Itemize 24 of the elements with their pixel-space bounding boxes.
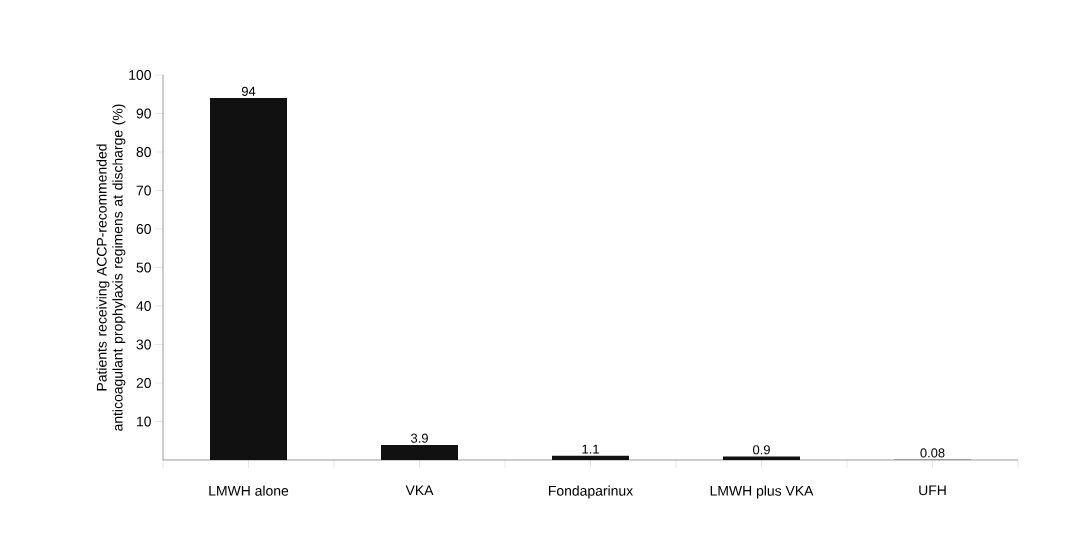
bar <box>381 444 459 460</box>
y-tick-label: 30 <box>136 339 151 350</box>
y-tick-label: 50 <box>136 262 151 273</box>
x-tick-label: Fondaparinux <box>549 485 633 499</box>
data-label: 0.08 <box>920 448 945 458</box>
bar <box>210 98 288 460</box>
y-tick-label: 60 <box>136 224 151 234</box>
data-label: 0.9 <box>753 445 770 455</box>
y-tick-label: 90 <box>136 108 151 119</box>
x-tick-label: UFH <box>919 485 946 496</box>
data-label: 94 <box>241 86 256 96</box>
data-label: 1.1 <box>582 444 599 454</box>
y-tick-label: 10 <box>137 416 151 427</box>
y-tick-label: 70 <box>136 185 151 196</box>
x-tick-label: VKA <box>405 485 434 496</box>
y-tick-label: 20 <box>136 378 151 388</box>
y-tick-label: 40 <box>136 301 151 311</box>
bar <box>552 455 630 460</box>
y-tick-label: 100 <box>129 70 151 80</box>
y-tick-label: 80 <box>136 147 151 157</box>
data-label: 3.9 <box>411 433 428 443</box>
x-tick-label: LMWH plus VKA <box>710 485 814 499</box>
y-axis-title: Patients receiving ACCP-recommended anticoagulant prophylaxis regimens at discharge (%) <box>96 104 126 431</box>
x-tick-label: LMWH alone <box>209 485 289 496</box>
